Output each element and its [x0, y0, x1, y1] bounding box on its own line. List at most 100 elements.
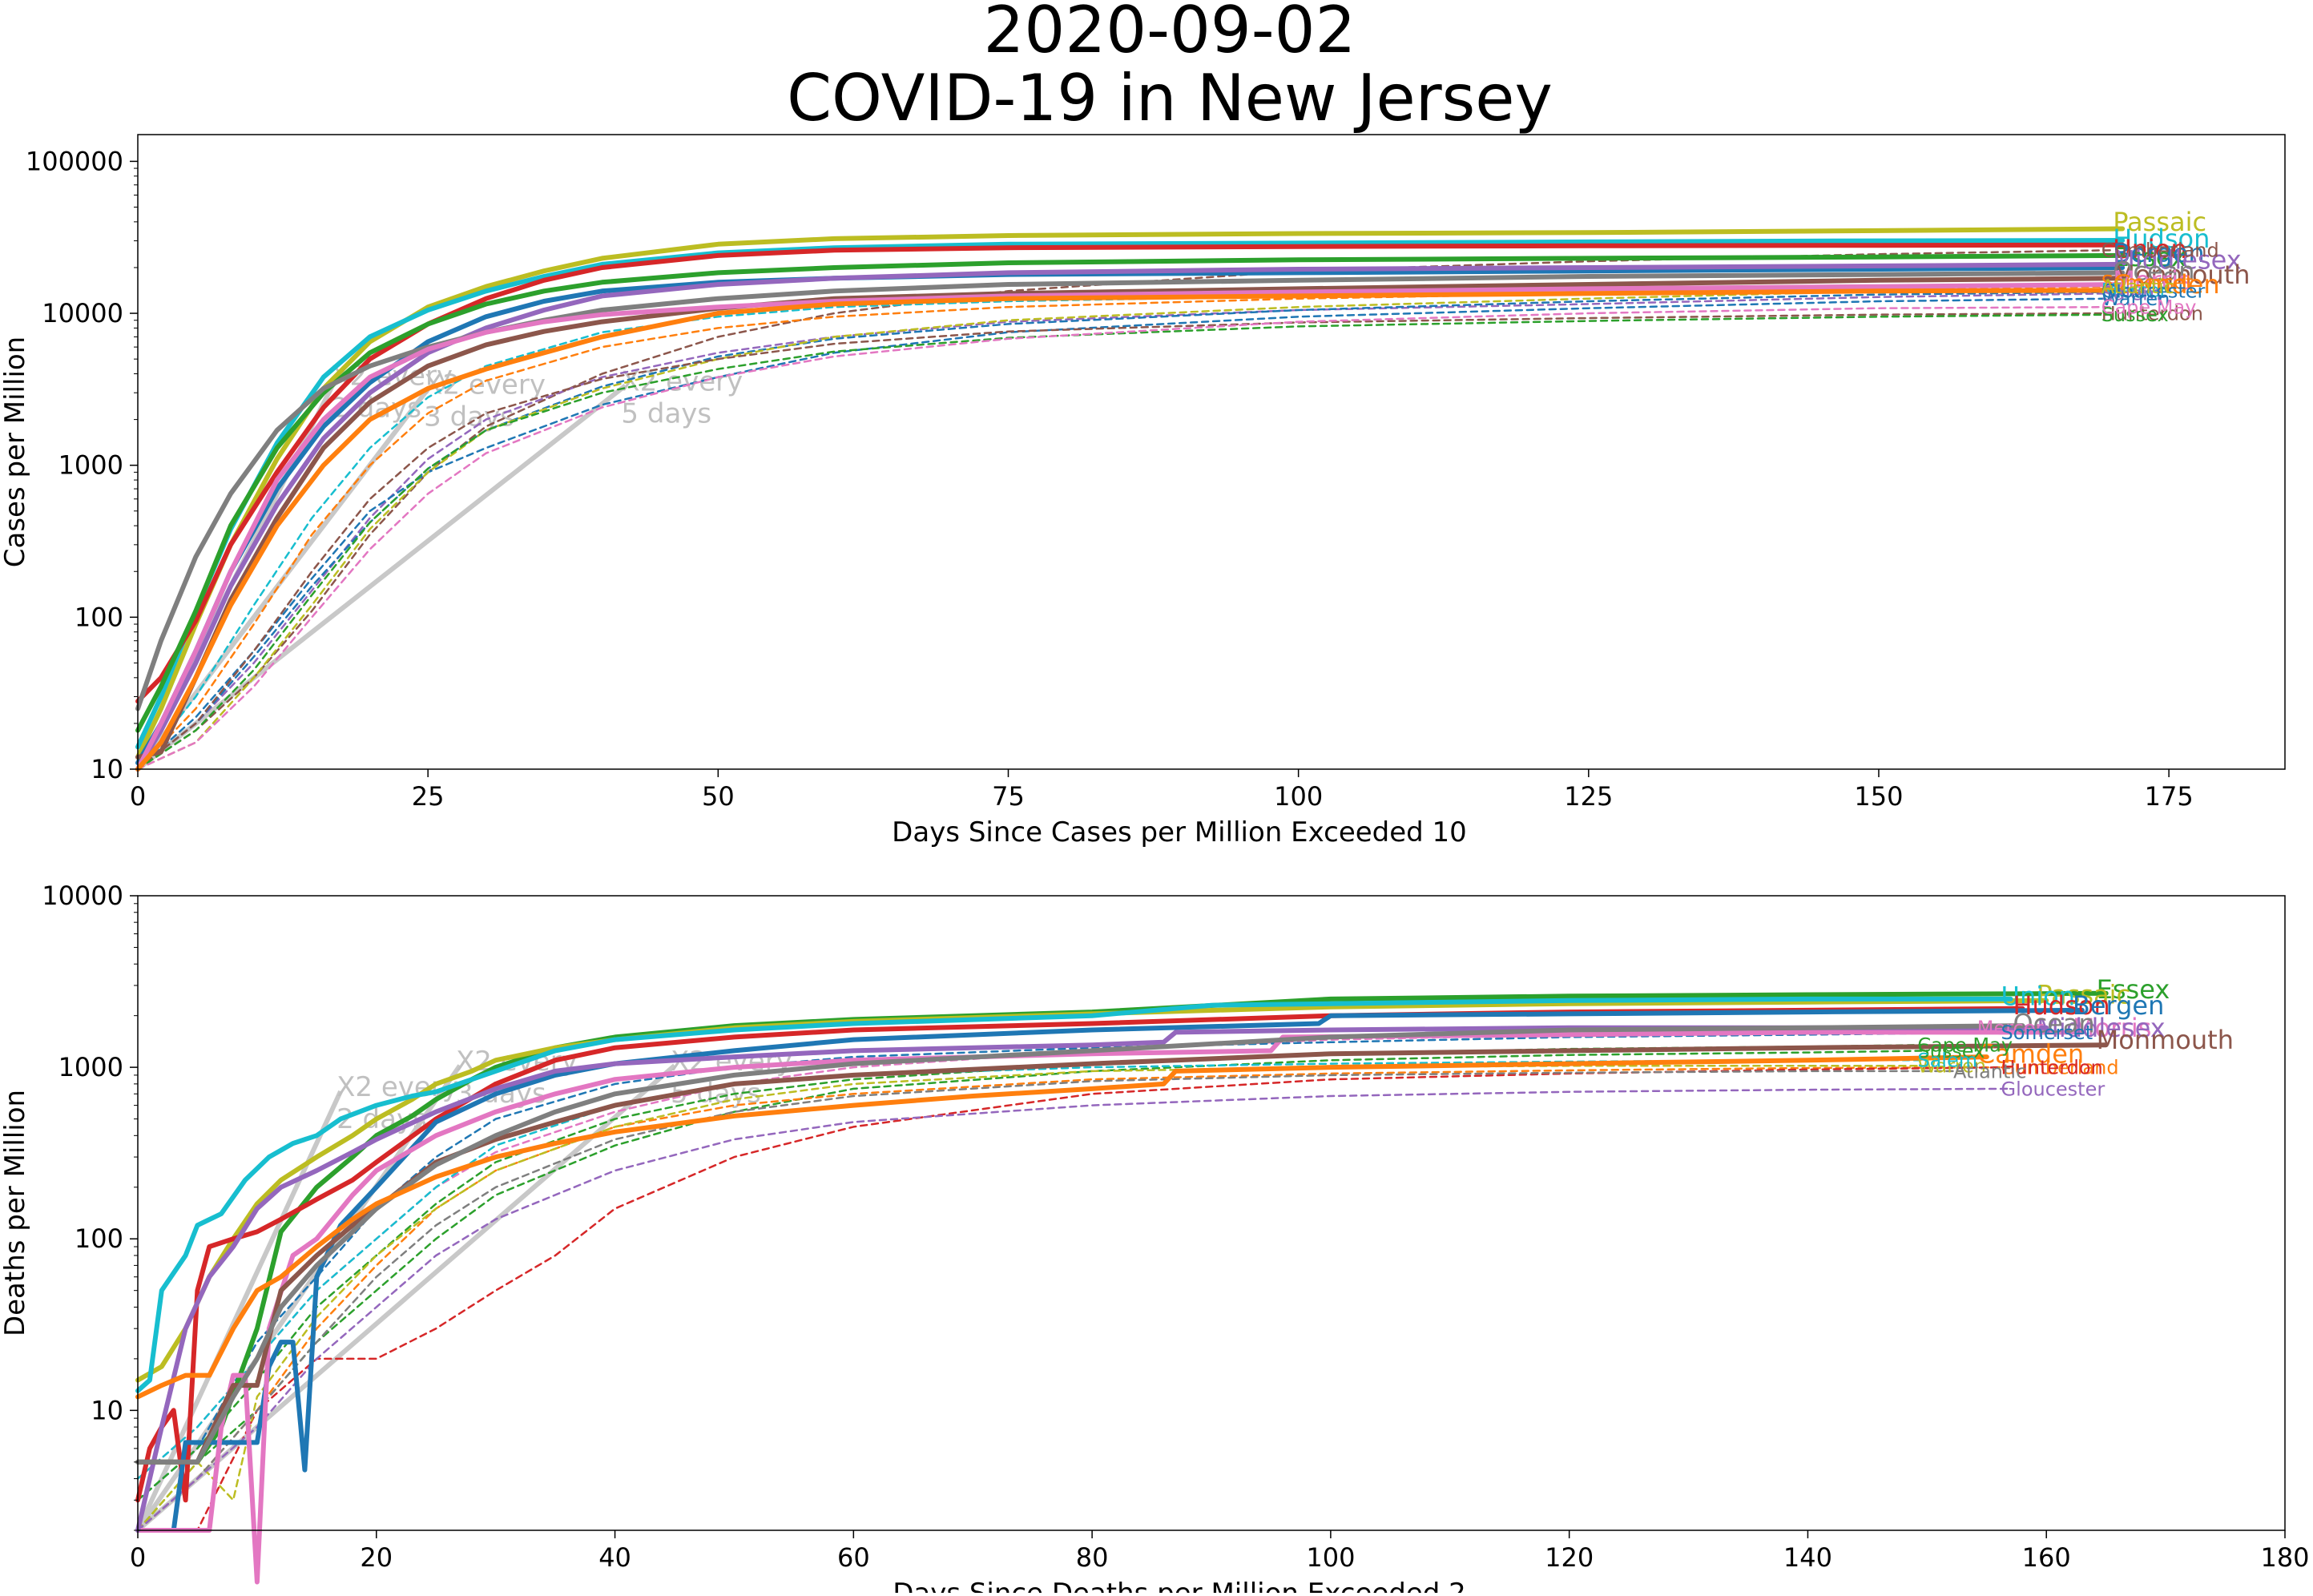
cases-series-label-cape-may: Cape May — [2101, 296, 2197, 319]
cases-y-tick-label: 100 — [75, 602, 123, 632]
deaths-x-tick-label: 60 — [837, 1542, 870, 1573]
chart-title-line2: COVID-19 in New Jersey — [787, 61, 1553, 135]
deaths-series-label-monmouth: Monmouth — [2097, 1025, 2234, 1055]
chart-title-line1: 2020-09-02 — [984, 0, 1356, 67]
deaths-series-label-ocean: Ocean — [2013, 1009, 2094, 1039]
deaths-series-union — [135, 996, 2013, 1393]
cases-series-sussex — [136, 313, 2112, 771]
cases-y-tick-label: 10 — [91, 754, 123, 784]
cases-series-hunterdon — [136, 312, 2112, 771]
deaths-series-atlantic — [136, 1070, 1964, 1532]
cases-y-tick-label: 10000 — [42, 298, 123, 328]
deaths-series-label-salem: Salem — [1917, 1050, 1977, 1072]
cases-series-morris — [135, 282, 2126, 772]
deaths-series-gloucester — [136, 1087, 2012, 1532]
deaths-x-tick-label: 180 — [2260, 1542, 2309, 1573]
deaths-series-label-warren: Warren — [1917, 1055, 1986, 1078]
cases-reference-label-3: X2 every 5 days — [621, 365, 743, 429]
cases-y-tick-label: 1000 — [58, 450, 123, 481]
cases-x-tick-label: 50 — [702, 781, 735, 812]
cases-series-label-essex: Essex — [2113, 242, 2186, 272]
deaths-axes-frame — [137, 895, 2286, 1531]
deaths-series-camden — [135, 1054, 1989, 1400]
deaths-y-tick-label: 100 — [75, 1223, 123, 1254]
deaths-series-label-union: Union — [2001, 981, 2075, 1011]
deaths-series-label-somerset: Somerset — [2001, 1022, 2093, 1044]
deaths-y-tick-label: 1000 — [58, 1052, 123, 1082]
deaths-series-sussex — [136, 1050, 1928, 1532]
deaths-series-cumberland — [136, 1066, 2012, 1532]
cases-series-atlantic — [136, 288, 2112, 771]
cases-series-essex — [135, 252, 2126, 733]
deaths-series-label-cape-may: Cape May — [1917, 1034, 2013, 1057]
deaths-series-middlesex — [135, 1025, 2049, 1533]
deaths-x-tick-label: 100 — [1306, 1542, 1355, 1573]
cases-series-label-gloucester: Gloucester — [2101, 280, 2206, 303]
deaths-series-label-bergen: Bergen — [2073, 990, 2165, 1021]
cases-x-tick-label: 25 — [412, 781, 445, 812]
cases-series-label-union: Union — [2113, 234, 2186, 264]
deaths-series-label-camden: Camden — [1977, 1038, 2084, 1069]
cases-x-tick-label: 150 — [1854, 781, 1903, 812]
cases-series-bergen — [135, 265, 2126, 766]
deaths-x-tick-label: 0 — [130, 1542, 146, 1573]
deaths-series-label-cumberland: Cumberland — [2001, 1057, 2119, 1079]
deaths-series-label-hudson: Hudson — [2013, 990, 2110, 1021]
cases-series-label-sussex: Sussex — [2101, 304, 2169, 326]
cases-series-label-middlesex: Middlesex — [2113, 244, 2241, 275]
deaths-x-tick-label: 80 — [1076, 1542, 1109, 1573]
deaths-y-axis-label: Deaths per Million — [0, 1090, 31, 1336]
cases-series-label-ocean: Ocean — [2113, 256, 2194, 286]
cases-y-axis-label: Cases per Million — [0, 337, 31, 568]
deaths-y-tick-label: 10 — [91, 1395, 123, 1425]
cases-series-cape-may — [136, 305, 2112, 771]
cases-x-tick-label: 100 — [1274, 781, 1323, 812]
cases-series-label-cumberland: Cumberland — [2101, 240, 2219, 262]
deaths-x-axis-label: Days Since Deaths per Million Exceeded 2 — [893, 1578, 1466, 1593]
deaths-series-bergen — [135, 1007, 2085, 1533]
cases-series-salem — [136, 292, 2112, 771]
cases-x-tick-label: 0 — [130, 781, 146, 812]
cases-series-label-camden: Camden — [2113, 269, 2219, 300]
cases-series-union — [135, 242, 2126, 704]
cases-series-label-mercer: Mercer — [2101, 280, 2168, 302]
cases-series-somerset — [136, 285, 2112, 771]
cases-y-tick-label: 100000 — [26, 146, 123, 176]
cases-series-label-atlantic: Atlantic — [2101, 276, 2174, 298]
deaths-series-label-hunterdon: Hunterdon — [2001, 1057, 2103, 1079]
deaths-series-morris — [135, 1030, 2085, 1585]
cases-series-label-hunterdon: Hunterdon — [2101, 302, 2203, 324]
deaths-series-label-morris: Morris — [2073, 1013, 2152, 1043]
deaths-x-tick-label: 20 — [360, 1542, 393, 1573]
deaths-series-label-middlesex: Middlesex — [2037, 1013, 2165, 1043]
cases-x-tick-label: 125 — [1564, 781, 1613, 812]
cases-series-label-passaic: Passaic — [2113, 207, 2206, 237]
cases-series-label-salem: Salem — [2101, 283, 2162, 305]
cases-series-camden — [135, 288, 2126, 772]
deaths-series-label-essex: Essex — [2097, 974, 2170, 1005]
deaths-series-label-atlantic: Atlantic — [1953, 1060, 2026, 1082]
deaths-x-tick-label: 160 — [2022, 1542, 2071, 1573]
deaths-reference-line-1 — [135, 1090, 343, 1532]
cases-series-label-monmouth: Monmouth — [2113, 260, 2250, 290]
deaths-series-label-sussex: Sussex — [1917, 1040, 1985, 1062]
cases-series-label-warren: Warren — [2101, 288, 2170, 310]
deaths-series-label-gloucester: Gloucester — [2001, 1078, 2105, 1100]
cases-series-warren — [136, 297, 2112, 771]
cases-series-label-somerset: Somerset — [2101, 272, 2194, 294]
cases-series-hudson — [135, 238, 2126, 750]
cases-series-gloucester — [136, 291, 2112, 771]
deaths-series-passaic — [135, 998, 2049, 1383]
cases-x-tick-label: 175 — [2145, 781, 2194, 812]
cases-series-label-morris: Morris — [2113, 265, 2192, 296]
cases-x-tick-label: 75 — [992, 781, 1025, 812]
deaths-series-label-passaic: Passaic — [2037, 980, 2130, 1010]
deaths-x-tick-label: 140 — [1783, 1542, 1832, 1573]
cases-series-label-hudson: Hudson — [2113, 224, 2210, 254]
cases-series-cumberland — [136, 249, 2112, 771]
cases-axes-frame — [137, 134, 2286, 770]
deaths-series-ocean — [135, 1023, 2025, 1465]
